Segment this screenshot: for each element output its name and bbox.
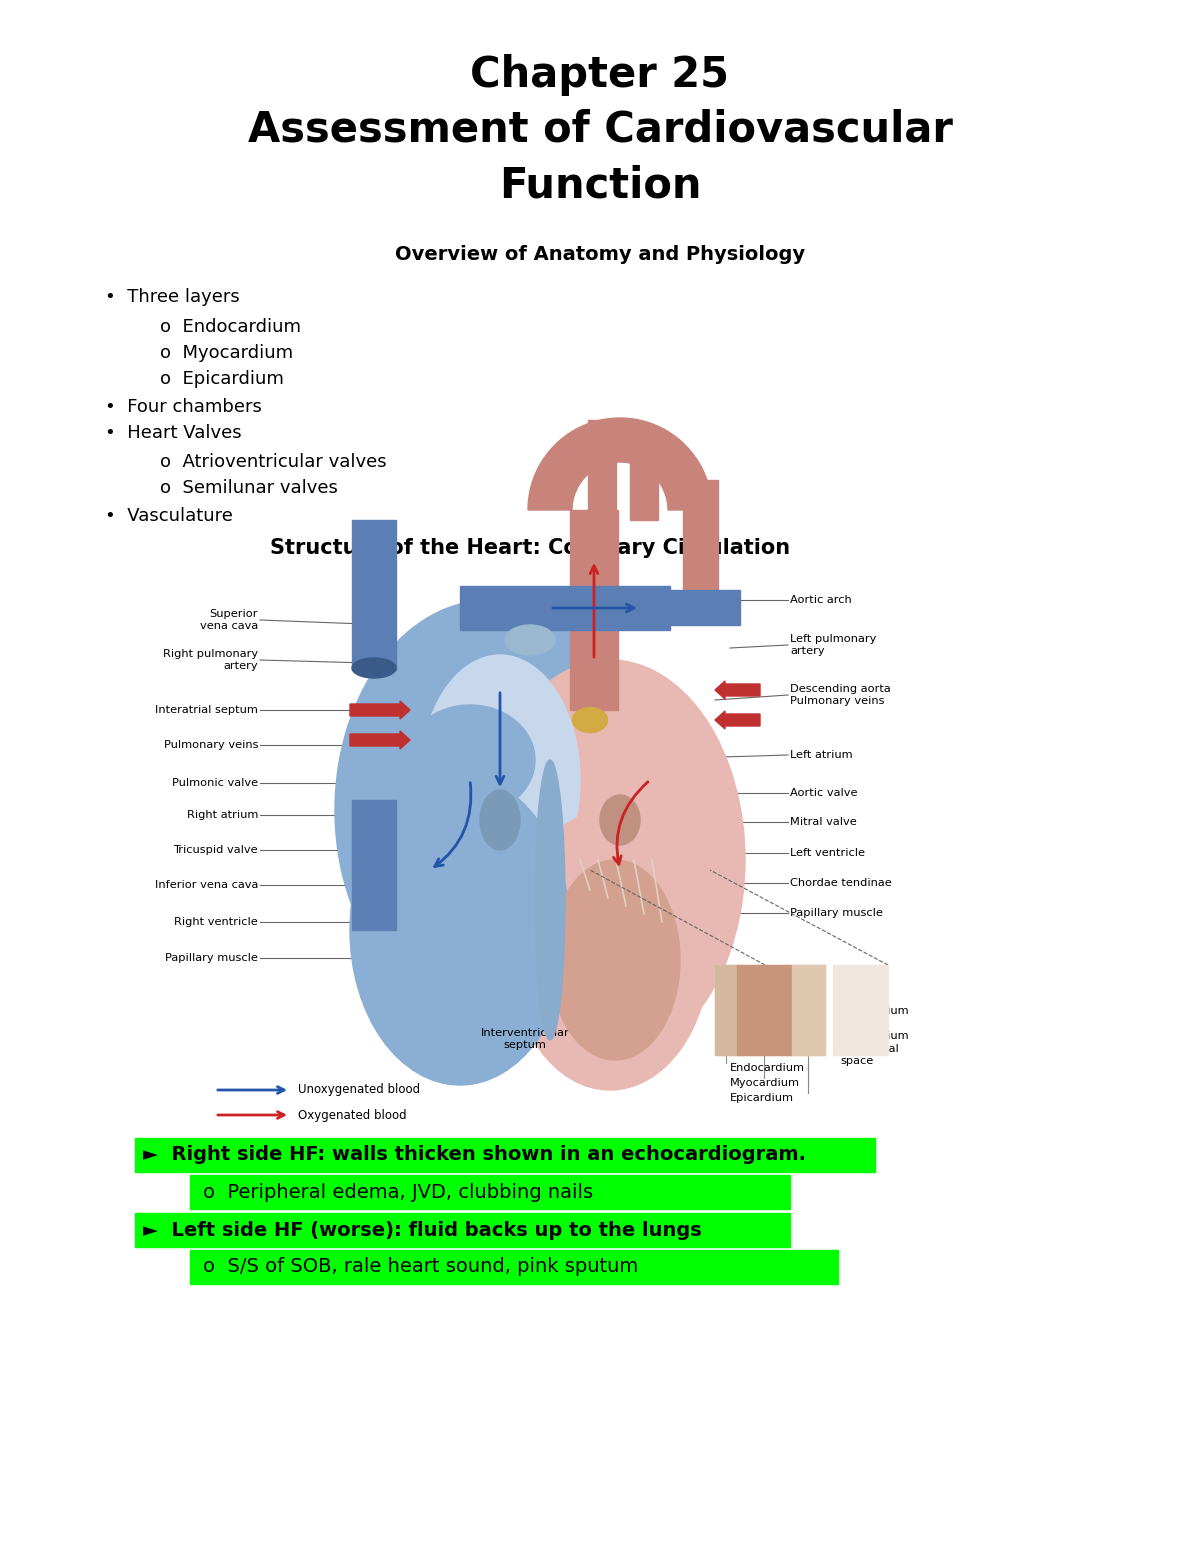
Text: ►  Right side HF: walls thicken shown in an echocardiogram.: ► Right side HF: walls thicken shown in … bbox=[143, 1146, 806, 1165]
Text: Papillary muscle: Papillary muscle bbox=[790, 909, 883, 918]
Text: o  Endocardium: o Endocardium bbox=[160, 318, 301, 335]
Text: Aortic valve: Aortic valve bbox=[790, 787, 858, 798]
Ellipse shape bbox=[335, 599, 646, 1020]
Bar bbox=[792, 964, 826, 1054]
Ellipse shape bbox=[475, 660, 745, 1061]
Bar bbox=[715, 964, 826, 1054]
Text: o  Atrioventricular valves: o Atrioventricular valves bbox=[160, 453, 386, 471]
Bar bbox=[190, 1176, 790, 1208]
Text: Overview of Anatomy and Physiology: Overview of Anatomy and Physiology bbox=[395, 245, 805, 264]
Text: Parietal
pericardium: Parietal pericardium bbox=[840, 1019, 908, 1041]
Text: Myocardium: Myocardium bbox=[730, 1078, 800, 1089]
Text: Right ventricle: Right ventricle bbox=[174, 916, 258, 927]
Text: o  Myocardium: o Myocardium bbox=[160, 345, 293, 362]
Text: Aortic arch: Aortic arch bbox=[790, 595, 852, 606]
Bar bbox=[715, 964, 737, 1054]
Ellipse shape bbox=[590, 705, 710, 815]
FancyArrow shape bbox=[715, 682, 760, 699]
Text: Left pulmonary
artery: Left pulmonary artery bbox=[790, 634, 876, 655]
Bar bbox=[570, 509, 618, 710]
Text: •  Vasculature: • Vasculature bbox=[106, 506, 233, 525]
Text: Chordae tendinae: Chordae tendinae bbox=[790, 877, 892, 888]
Text: o  Semilunar valves: o Semilunar valves bbox=[160, 478, 338, 497]
Ellipse shape bbox=[550, 860, 680, 1061]
Ellipse shape bbox=[406, 705, 535, 815]
Text: Assessment of Cardiovascular: Assessment of Cardiovascular bbox=[247, 109, 953, 151]
Text: •  Heart Valves: • Heart Valves bbox=[106, 424, 241, 443]
Text: Pulmonary veins: Pulmonary veins bbox=[163, 739, 258, 750]
Text: Interventricular
septum: Interventricular septum bbox=[481, 1028, 569, 1050]
Bar bbox=[134, 1213, 790, 1247]
Text: Superior
vena cava: Superior vena cava bbox=[199, 609, 258, 631]
Text: •  Three layers: • Three layers bbox=[106, 287, 240, 306]
Text: Mitral valve: Mitral valve bbox=[790, 817, 857, 828]
Bar bbox=[190, 1250, 838, 1284]
Text: Epicardium: Epicardium bbox=[730, 1093, 794, 1103]
Bar bbox=[737, 964, 792, 1054]
Ellipse shape bbox=[350, 775, 570, 1086]
Text: o  Peripheral edema, JVD, clubbing nails: o Peripheral edema, JVD, clubbing nails bbox=[203, 1182, 593, 1202]
Polygon shape bbox=[528, 418, 712, 509]
FancyArrow shape bbox=[350, 700, 410, 719]
Text: Papillary muscle: Papillary muscle bbox=[166, 954, 258, 963]
Bar bbox=[683, 480, 718, 620]
Bar bbox=[630, 439, 658, 520]
Bar bbox=[460, 585, 670, 631]
Ellipse shape bbox=[535, 759, 565, 1041]
Text: Tricuspid valve: Tricuspid valve bbox=[173, 845, 258, 856]
Text: Left atrium: Left atrium bbox=[790, 750, 853, 759]
Bar bbox=[352, 520, 396, 669]
Text: Inferior vena cava: Inferior vena cava bbox=[155, 881, 258, 890]
FancyArrow shape bbox=[715, 711, 760, 728]
FancyArrow shape bbox=[350, 731, 410, 749]
Text: Right atrium: Right atrium bbox=[187, 811, 258, 820]
Bar bbox=[352, 800, 396, 930]
Ellipse shape bbox=[572, 708, 607, 733]
Text: o  S/S of SOB, rale heart sound, pink sputum: o S/S of SOB, rale heart sound, pink spu… bbox=[203, 1258, 638, 1277]
Ellipse shape bbox=[600, 795, 640, 845]
Ellipse shape bbox=[352, 658, 396, 679]
Text: Visceral
pericardium: Visceral pericardium bbox=[840, 994, 908, 1016]
Text: o  Epicardium: o Epicardium bbox=[160, 370, 284, 388]
Text: Left ventricle: Left ventricle bbox=[790, 848, 865, 857]
Bar bbox=[134, 1138, 875, 1173]
Ellipse shape bbox=[480, 790, 520, 849]
Text: Chapter 25: Chapter 25 bbox=[470, 54, 730, 96]
Bar bbox=[588, 419, 616, 509]
Text: Pulmonic valve: Pulmonic valve bbox=[172, 778, 258, 787]
Text: Descending aorta
Pulmonary veins: Descending aorta Pulmonary veins bbox=[790, 685, 890, 705]
Text: Pericardial
space: Pericardial space bbox=[840, 1044, 900, 1065]
Text: Endocardium: Endocardium bbox=[730, 1062, 805, 1073]
Ellipse shape bbox=[510, 811, 710, 1090]
Bar bbox=[650, 590, 740, 624]
Text: Right pulmonary
artery: Right pulmonary artery bbox=[163, 649, 258, 671]
Ellipse shape bbox=[420, 655, 580, 905]
Text: Interatrial septum: Interatrial septum bbox=[155, 705, 258, 714]
Text: ►  Left side HF (worse): fluid backs up to the lungs: ► Left side HF (worse): fluid backs up t… bbox=[143, 1221, 702, 1239]
Bar bbox=[833, 964, 888, 1054]
Text: Structure of the Heart: Coronary Circulation: Structure of the Heart: Coronary Circula… bbox=[270, 537, 790, 558]
Ellipse shape bbox=[505, 624, 554, 655]
Text: •  Four chambers: • Four chambers bbox=[106, 398, 262, 416]
Text: Unoxygenated blood: Unoxygenated blood bbox=[298, 1084, 420, 1096]
Text: Function: Function bbox=[499, 165, 701, 207]
Text: Oxygenated blood: Oxygenated blood bbox=[298, 1109, 407, 1121]
